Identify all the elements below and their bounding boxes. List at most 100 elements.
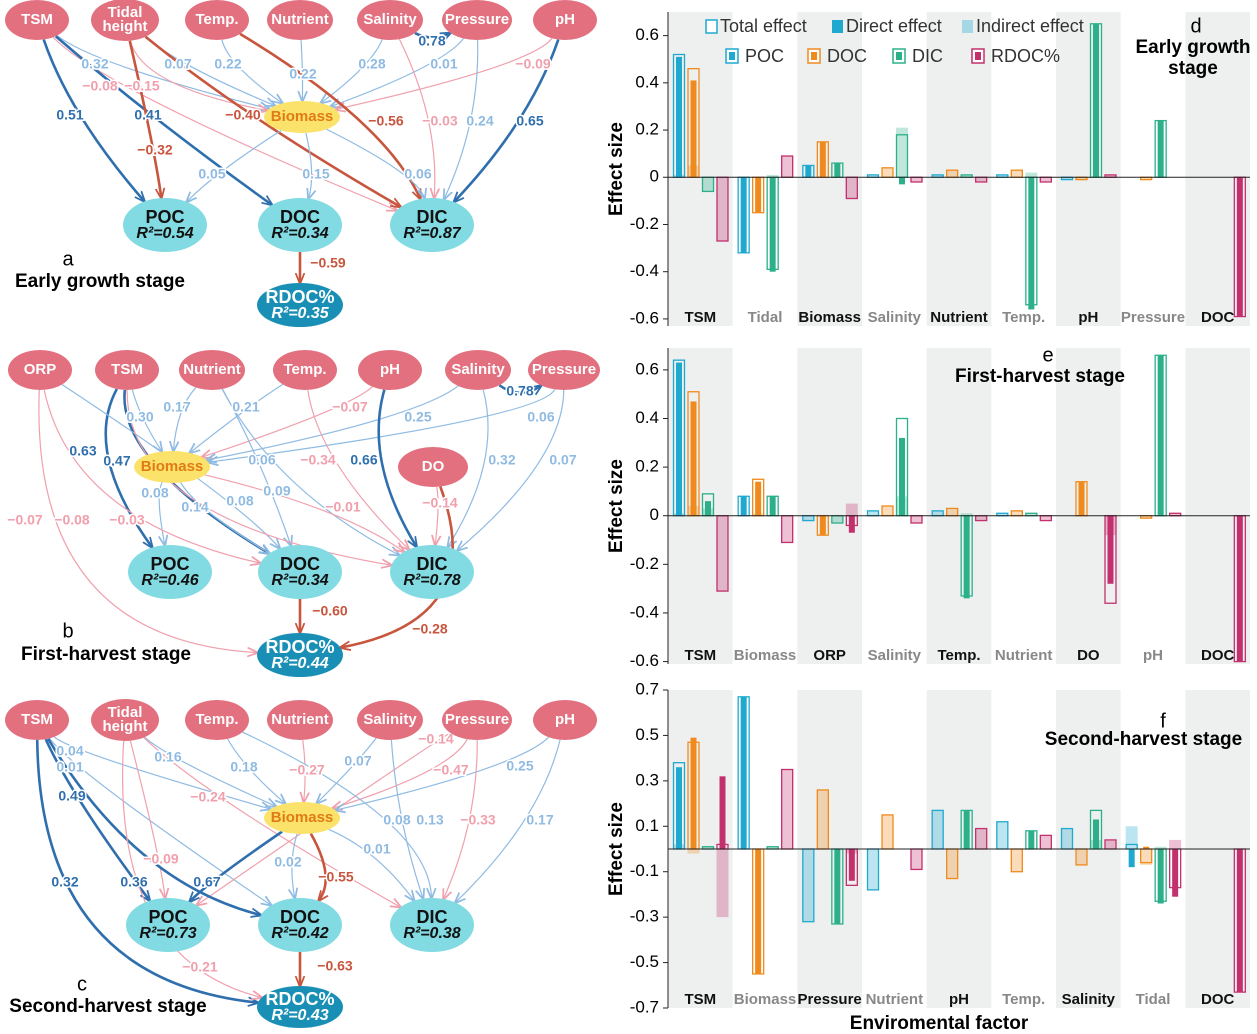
- path-coefficient: 0.13: [416, 812, 443, 828]
- node-label-box: Pressure: [445, 12, 509, 27]
- path-arrow: [129, 740, 165, 898]
- indirect-bar: [996, 821, 1009, 849]
- path-arrow: [448, 389, 489, 547]
- x-tick-label: DOC: [1201, 991, 1235, 1008]
- y-tick-label: -0.4: [630, 602, 659, 621]
- node: [134, 451, 210, 483]
- indirect-bar: [1169, 513, 1182, 516]
- path-arrow: [104, 388, 153, 548]
- path-arrow: [435, 486, 438, 545]
- legend-label: Total effect: [720, 16, 807, 36]
- path-arrow: [143, 737, 401, 908]
- indirect-bar: [702, 177, 714, 192]
- indirect-bar: [1104, 174, 1117, 178]
- indirect-bar: [1169, 839, 1182, 849]
- indirect-bar: [831, 515, 844, 524]
- indirect-bar: [996, 174, 1009, 178]
- node-r2: R²=0.44: [271, 654, 329, 672]
- category-band: [797, 348, 862, 664]
- indirect-bar: [867, 849, 879, 890]
- path-coefficient: 0.47: [103, 453, 130, 469]
- node-text: TSM: [95, 350, 159, 390]
- path-coefficient: −0.63: [317, 958, 353, 974]
- node-label-box: ORP: [24, 362, 57, 377]
- path-coefficient: −0.28: [412, 621, 448, 637]
- node-label-box: Salinity: [445, 350, 511, 390]
- node-r2: R²=0.34: [271, 224, 329, 242]
- y-tick-label: -0.3: [630, 907, 659, 926]
- y-tick-label: 0.4: [635, 72, 659, 91]
- indirect-bar: [766, 174, 779, 178]
- path-coefficient: 0.32: [488, 452, 515, 468]
- node-text: Nutrient: [267, 700, 333, 740]
- x-tick-label: Tidal: [748, 309, 783, 326]
- path-arrow: [159, 482, 165, 545]
- indirect-bar: [910, 515, 923, 524]
- node: [445, 350, 511, 390]
- y-tick-label: -0.2: [630, 214, 659, 233]
- legend-swatch-fill: [729, 52, 735, 60]
- path-arrow: [455, 739, 561, 903]
- node-label: Biomass: [140, 457, 204, 475]
- indirect-bar: [1140, 515, 1153, 519]
- path-coefficient: 0.17: [526, 812, 553, 828]
- path-coefficient: 0.49: [58, 788, 85, 804]
- indirect-bar: [1140, 177, 1153, 180]
- node: [91, 699, 159, 741]
- path-coefficient: 0.66: [350, 452, 377, 468]
- indirect-bar: [1154, 846, 1167, 849]
- node-text: DIC R²=0.38: [390, 898, 474, 952]
- node-label: Salinity: [363, 10, 417, 28]
- path-coefficient: −0.34: [300, 452, 336, 468]
- node: [185, 0, 249, 40]
- node-label: POC: [150, 553, 190, 574]
- indirect-bar: [1104, 839, 1117, 849]
- node: [390, 898, 474, 952]
- node-label-box: Biomass: [140, 457, 204, 475]
- x-tick-label: DOC: [1201, 309, 1235, 326]
- path-arrow: [43, 389, 260, 563]
- path-coefficient: −0.03: [109, 512, 145, 528]
- node-label-box: Nutrient: [267, 700, 333, 740]
- node-label: RDOC%: [265, 286, 335, 307]
- path-arrow: [221, 388, 399, 555]
- path-arrow: [398, 38, 434, 198]
- legend-label: Direct effect: [846, 16, 942, 36]
- path-coefficient: −0.09: [143, 851, 179, 867]
- indirect-bar: [1125, 826, 1138, 849]
- node-label: Salinity: [363, 710, 417, 728]
- node-label-box: Biomass: [271, 810, 334, 825]
- path-coefficient: 0.07: [164, 56, 191, 72]
- path-coefficient: 0.14: [181, 499, 208, 515]
- legend-swatch-fill: [811, 52, 817, 60]
- indirect-bar: [946, 849, 959, 879]
- path-coefficient: −0.56: [368, 113, 404, 129]
- direct-bar: [1028, 177, 1035, 310]
- node-label: Temp.: [283, 360, 327, 378]
- node-label: Nutrient: [271, 10, 329, 28]
- path-coefficient: −0.08: [54, 512, 90, 528]
- x-tick-label: Nutrient: [930, 309, 988, 326]
- chart-title: Early growth stage: [1135, 38, 1251, 79]
- node-text: DO: [398, 447, 468, 487]
- node-label: pH: [555, 10, 575, 28]
- node-text: Salinity: [445, 350, 511, 390]
- indirect-bar: [910, 177, 923, 182]
- x-tick-label: Tidal: [1136, 991, 1171, 1008]
- node-r2: R²=0.73: [139, 924, 197, 942]
- path-coefficient: −0.47: [433, 762, 469, 778]
- node-label: TSM: [111, 360, 143, 378]
- node-r2: R²=0.46: [141, 571, 199, 589]
- node-label: DIC: [416, 553, 448, 574]
- path-arrow: [202, 386, 373, 457]
- node: [264, 101, 340, 133]
- node-label: POC: [145, 206, 185, 227]
- x-tick-label: Temp.: [1002, 309, 1045, 326]
- x-tick-label: ORP: [813, 647, 846, 664]
- legend-label: POC: [745, 46, 784, 66]
